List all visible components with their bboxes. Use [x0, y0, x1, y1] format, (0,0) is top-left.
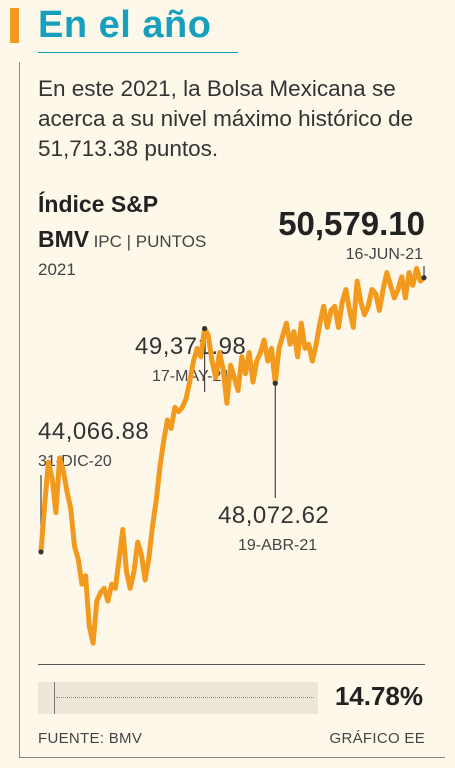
separator-line — [38, 664, 425, 665]
index-units: IPC | PUNTOS — [93, 232, 207, 251]
credit-label: GRÁFICO EE — [329, 730, 425, 747]
apr-point — [272, 380, 278, 386]
frame-left-border — [19, 62, 20, 758]
source-label: FUENTE: BMV — [38, 730, 143, 747]
accent-bar — [10, 8, 19, 43]
latest-value: 50,579.10 — [278, 205, 425, 242]
chart-year: 2021 — [38, 260, 76, 279]
index-name: Índice S&P — [38, 191, 159, 217]
start-point — [38, 549, 44, 555]
start-date-label: 31-DIC-20 — [38, 453, 112, 470]
start-value-label: 44,066.88 — [38, 418, 150, 445]
page-title: En el año — [38, 4, 212, 46]
apr-value-label: 48,072.62 — [218, 502, 330, 529]
may-point — [202, 325, 208, 332]
change-bar-tick — [54, 682, 55, 714]
frame-bottom-border — [19, 757, 445, 758]
subtitle: En este 2021, la Bolsa Mexicana se acerc… — [38, 76, 414, 161]
change-percent: 14.78% — [334, 681, 423, 711]
latest-date: 16-JUN-21 — [345, 246, 423, 263]
change-bar-track — [38, 682, 318, 714]
index-subtitle: BMV IPC | PUNTOS — [38, 225, 206, 257]
latest-point — [421, 275, 427, 281]
title-underline — [38, 52, 238, 53]
apr-date-label: 19-ABR-21 — [238, 537, 318, 554]
may-value-label: 49,371.98 — [135, 333, 247, 360]
index-name-bmv: BMV — [38, 226, 90, 252]
index-series-line — [38, 265, 427, 646]
change-bar-dotted-line — [56, 697, 314, 698]
